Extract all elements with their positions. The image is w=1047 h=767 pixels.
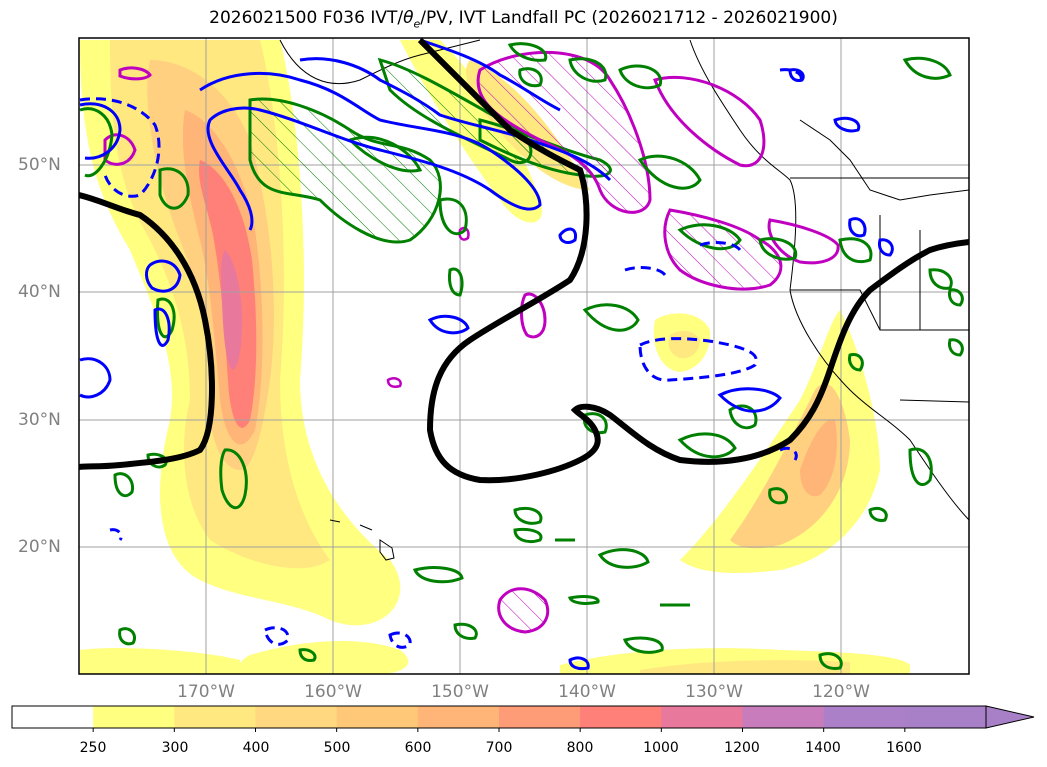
map-frame (78, 37, 970, 675)
lat-label-30n: 30°N (18, 410, 61, 430)
lat-label-50n: 50°N (18, 155, 61, 175)
colorbar-tick-800: 800 (566, 740, 594, 756)
lon-label-160w: 160°W (304, 682, 362, 702)
colorbar-segment (580, 706, 662, 728)
colorbar-segment (93, 706, 175, 728)
coastlines (279, 39, 969, 561)
lon-label-150w: 150°W (431, 682, 489, 702)
lat-label-20n: 20°N (18, 537, 61, 557)
colorbar-tick-1400: 1400 (805, 740, 841, 756)
colorbar-segment (336, 706, 419, 728)
colorbar-segment (417, 706, 500, 728)
colorbar-tick-1200: 1200 (724, 740, 760, 756)
colorbar-tick-600: 600 (404, 740, 432, 756)
colorbar-segment (904, 706, 987, 728)
lon-label-140w: 140°W (558, 682, 616, 702)
colorbar-tick-1000: 1000 (643, 740, 679, 756)
colorbar-segment (255, 706, 338, 728)
colorbar-tick-1600: 1600 (886, 740, 922, 756)
lon-label-130w: 130°W (685, 682, 743, 702)
colorbar-tick-500: 500 (323, 740, 351, 756)
colorbar-segment (661, 706, 743, 728)
theta-dashed-contours (79, 68, 803, 649)
colorbar-tick-400: 400 (242, 740, 270, 756)
pv-contours (79, 42, 964, 670)
lon-label-170w: 170°W (177, 682, 235, 702)
colorbar-segment (174, 706, 256, 728)
colorbar-segment (12, 706, 94, 728)
colorbar (11, 705, 1035, 732)
colorbar-segment (742, 706, 825, 728)
colorbar-segment (823, 706, 906, 728)
colorbar-segment (499, 706, 581, 728)
colorbar-tick-300: 300 (161, 740, 189, 756)
colorbar-extend-arrow (985, 705, 1035, 729)
landfall-boundary (79, 38, 969, 484)
colorbar-tick-250: 250 (79, 740, 107, 756)
theta-contours (79, 38, 894, 671)
figure-title: 2026021500 F036 IVT/θe/PV, IVT Landfall … (209, 8, 838, 31)
lon-label-120w: 120°W (812, 682, 870, 702)
lat-label-40n: 40°N (18, 282, 61, 302)
colorbar-tick-700: 700 (485, 740, 513, 756)
